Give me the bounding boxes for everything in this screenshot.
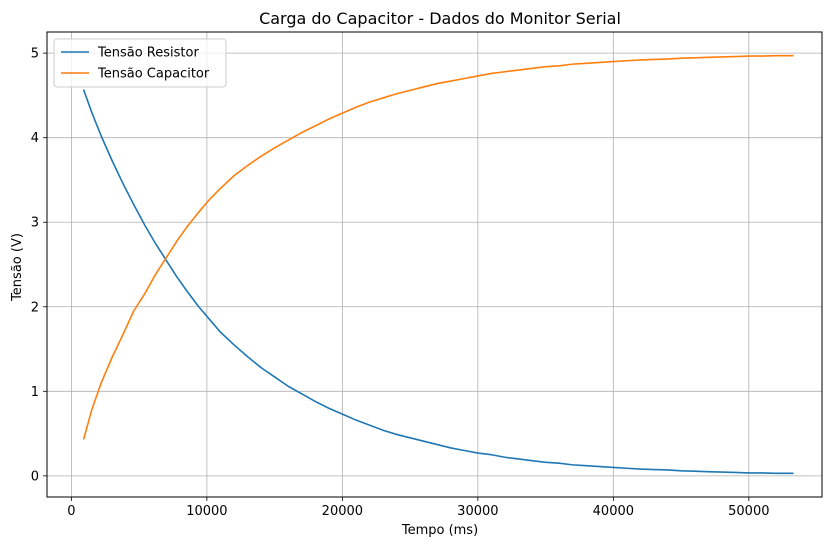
- x-tick-label: 0: [67, 504, 75, 519]
- x-tick-label: 30000: [457, 504, 498, 519]
- y-tick-label: 3: [31, 216, 39, 231]
- x-tick-label: 50000: [728, 504, 769, 519]
- y-tick-label: 2: [31, 300, 39, 315]
- x-axis-ticks: 0 10000 20000 30000 40000 50000: [67, 497, 770, 519]
- x-tick-label: 10000: [186, 504, 227, 519]
- chart-title: Carga do Capacitor - Dados do Monitor Se…: [259, 9, 621, 28]
- legend-box: [53, 38, 227, 88]
- plot-frame: [46, 31, 823, 498]
- y-axis-label: Tensão (V): [10, 233, 25, 302]
- grid: [47, 32, 822, 497]
- x-axis-label: Tempo (ms): [401, 523, 478, 538]
- y-axis-ticks: 0 1 2 3 4 5: [31, 47, 47, 484]
- y-tick-label: 5: [31, 47, 39, 62]
- series-layer: [82, 54, 794, 475]
- y-tick-label: 0: [31, 469, 39, 484]
- x-tick-label: 20000: [322, 504, 363, 519]
- x-tick-label: 40000: [593, 504, 634, 519]
- series-line-tensao-resistor: [82, 89, 794, 475]
- y-tick-label: 1: [31, 385, 39, 400]
- legend-label-tensao-capacitor: Tensão Capacitor: [97, 67, 210, 82]
- y-tick-label: 4: [31, 131, 39, 146]
- series-line-tensao-capacitor: [82, 54, 794, 440]
- legend: Tensão Resistor Tensão Capacitor: [53, 38, 227, 88]
- legend-label-tensao-resistor: Tensão Resistor: [97, 46, 199, 61]
